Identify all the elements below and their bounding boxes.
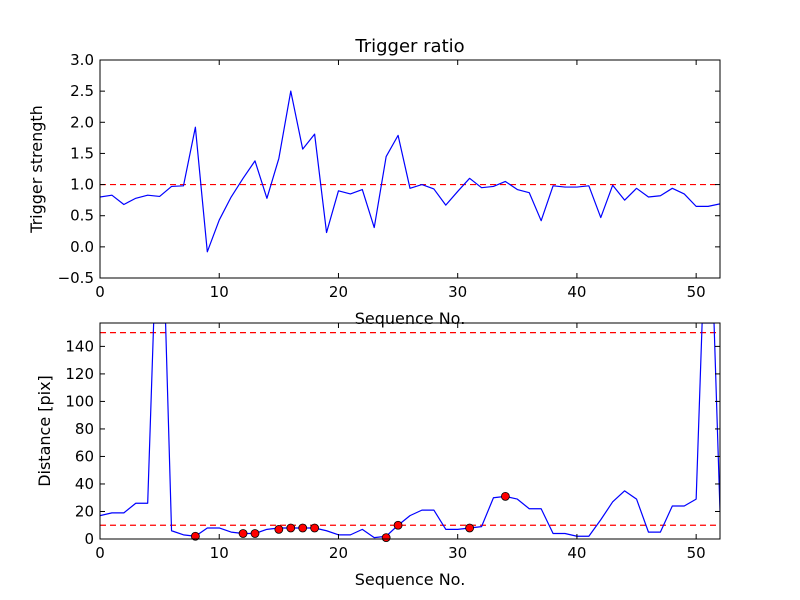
x-tick-label: 30 bbox=[448, 283, 467, 301]
y-axis-label: Trigger strength bbox=[27, 105, 46, 234]
data-point-marker bbox=[298, 523, 308, 533]
data-point-marker bbox=[238, 529, 248, 538]
y-tick-label: 3.0 bbox=[70, 51, 94, 69]
x-tick-label: 40 bbox=[567, 544, 586, 562]
data-point-marker bbox=[250, 529, 260, 538]
y-tick-label: 20 bbox=[75, 502, 94, 520]
data-point-marker bbox=[381, 533, 391, 543]
x-tick-label: 50 bbox=[687, 283, 706, 301]
x-tick-label: 0 bbox=[95, 283, 105, 301]
y-tick-label: 2.0 bbox=[70, 113, 94, 131]
bottom-chart: 0 10 20 30 40 50 0 20 40 60 80 100 120 140 Sequence No… bbox=[35, 322, 721, 589]
x-tick-label: 40 bbox=[567, 283, 586, 301]
data-point-marker bbox=[393, 520, 403, 530]
y-tick-label: 0 bbox=[84, 530, 94, 548]
data-point-marker bbox=[500, 491, 510, 501]
y-tick-label: 0.0 bbox=[70, 238, 94, 256]
y-tick-label: 2.5 bbox=[70, 82, 94, 100]
chart-title: Trigger ratio bbox=[354, 36, 464, 57]
plot-frame bbox=[99, 59, 721, 279]
y-tick-label: 1.5 bbox=[70, 144, 94, 162]
x-tick-label: 20 bbox=[329, 283, 348, 301]
y-tick-label: 80 bbox=[75, 420, 94, 438]
plot-frame bbox=[99, 322, 721, 540]
data-point-marker bbox=[190, 531, 200, 541]
series-line bbox=[100, 323, 720, 539]
y-tick-label: 100 bbox=[65, 392, 94, 410]
x-tick-label: 0 bbox=[95, 544, 105, 562]
x-tick-label: 20 bbox=[329, 544, 348, 562]
data-point-marker bbox=[465, 523, 475, 533]
y-tick-label: 120 bbox=[65, 365, 94, 383]
x-tick-label: 30 bbox=[448, 544, 467, 562]
y-tick-label: 60 bbox=[75, 447, 94, 465]
y-tick-label: 140 bbox=[65, 337, 94, 355]
y-tick-label: 1.0 bbox=[70, 176, 94, 194]
top-chart: 0 10 20 30 40 50 −0.5 0.0 0.5 1.0 1.5 2.0 2.5 3.0 Trig… bbox=[27, 36, 721, 328]
x-axis-label: Sequence No. bbox=[355, 309, 466, 328]
y-tick-label: 40 bbox=[75, 475, 94, 493]
data-point-marker bbox=[274, 524, 284, 534]
y-tick-label: −0.5 bbox=[58, 269, 94, 287]
x-tick-label: 10 bbox=[210, 283, 229, 301]
y-tick-label: 0.5 bbox=[70, 207, 94, 225]
x-tick-label: 10 bbox=[210, 544, 229, 562]
data-point-marker bbox=[286, 523, 296, 533]
x-tick-label: 50 bbox=[687, 544, 706, 562]
data-point-marker bbox=[310, 523, 320, 533]
y-axis-label: Distance [pix] bbox=[35, 375, 54, 487]
series-line bbox=[100, 90, 720, 253]
x-axis-label: Sequence No. bbox=[355, 570, 466, 589]
